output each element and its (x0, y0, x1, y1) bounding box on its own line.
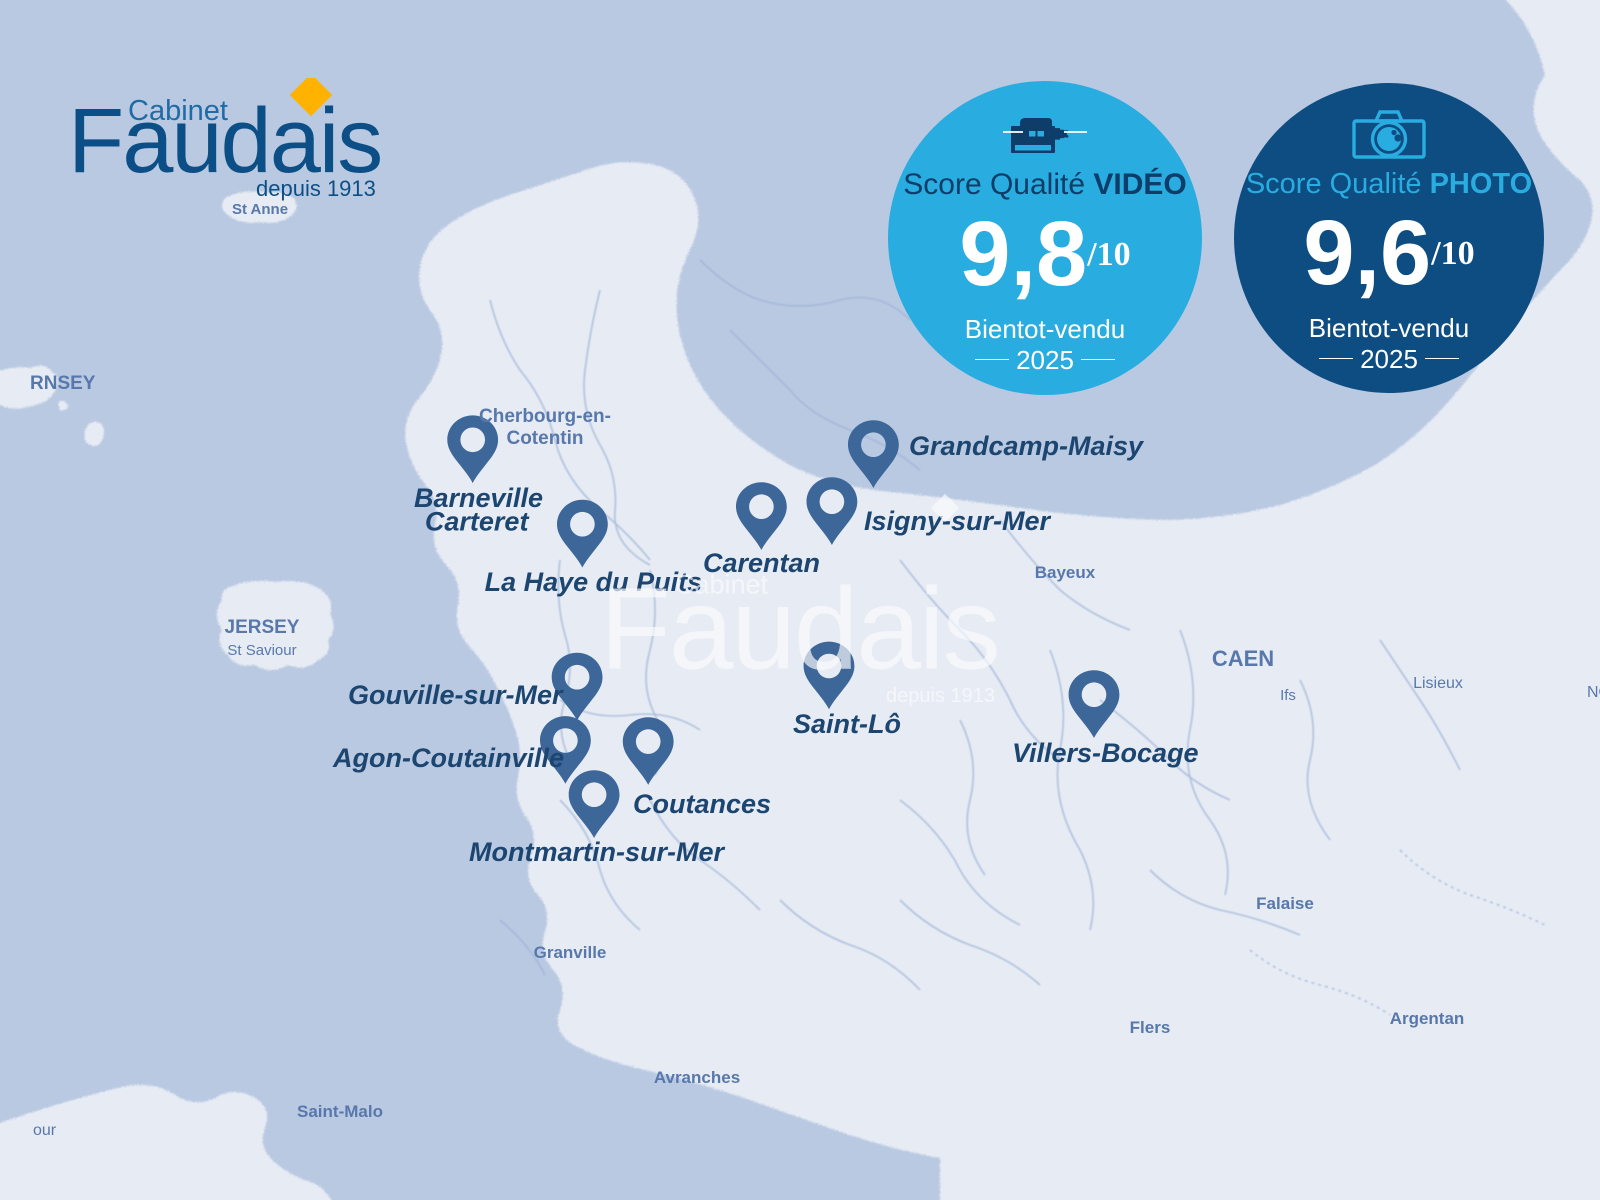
svg-text:our: our (33, 1122, 57, 1139)
svg-text:Villers-Bocage: Villers-Bocage (1012, 738, 1199, 768)
svg-text:depuis 1913: depuis 1913 (256, 176, 376, 201)
svg-text:St Saviour: St Saviour (227, 642, 296, 659)
svg-text:Falaise: Falaise (1256, 894, 1314, 913)
svg-text:Granville: Granville (534, 943, 607, 962)
svg-text:CAEN: CAEN (1212, 646, 1274, 671)
svg-text:Carteret: Carteret (425, 507, 530, 537)
svg-text:Cotentin: Cotentin (506, 428, 583, 449)
svg-text:Faudais: Faudais (600, 564, 999, 694)
svg-text:Coutances: Coutances (633, 789, 771, 819)
svg-text:Saint-Lô: Saint-Lô (793, 709, 901, 739)
svg-text:Gouville-sur-Mer: Gouville-sur-Mer (348, 680, 564, 710)
svg-text:Lisieux: Lisieux (1413, 675, 1463, 692)
svg-text:depuis 1913: depuis 1913 (886, 685, 995, 707)
svg-text:Montmartin-sur-Mer: Montmartin-sur-Mer (469, 837, 725, 867)
svg-text:Argentan: Argentan (1390, 1009, 1465, 1028)
svg-text:Ifs: Ifs (1280, 687, 1296, 704)
svg-text:Flers: Flers (1130, 1018, 1171, 1037)
svg-text:Avranches: Avranches (654, 1068, 740, 1087)
svg-text:Cherbourg-en-: Cherbourg-en- (479, 406, 611, 427)
svg-text:JERSEY: JERSEY (225, 617, 300, 638)
svg-text:Agon-Coutainville: Agon-Coutainville (332, 743, 564, 773)
svg-text:RNSEY: RNSEY (30, 373, 96, 394)
svg-text:Saint-Malo: Saint-Malo (297, 1102, 383, 1121)
svg-text:Grandcamp-Maisy: Grandcamp-Maisy (909, 431, 1145, 461)
svg-text:NOI: NOI (1587, 684, 1600, 701)
